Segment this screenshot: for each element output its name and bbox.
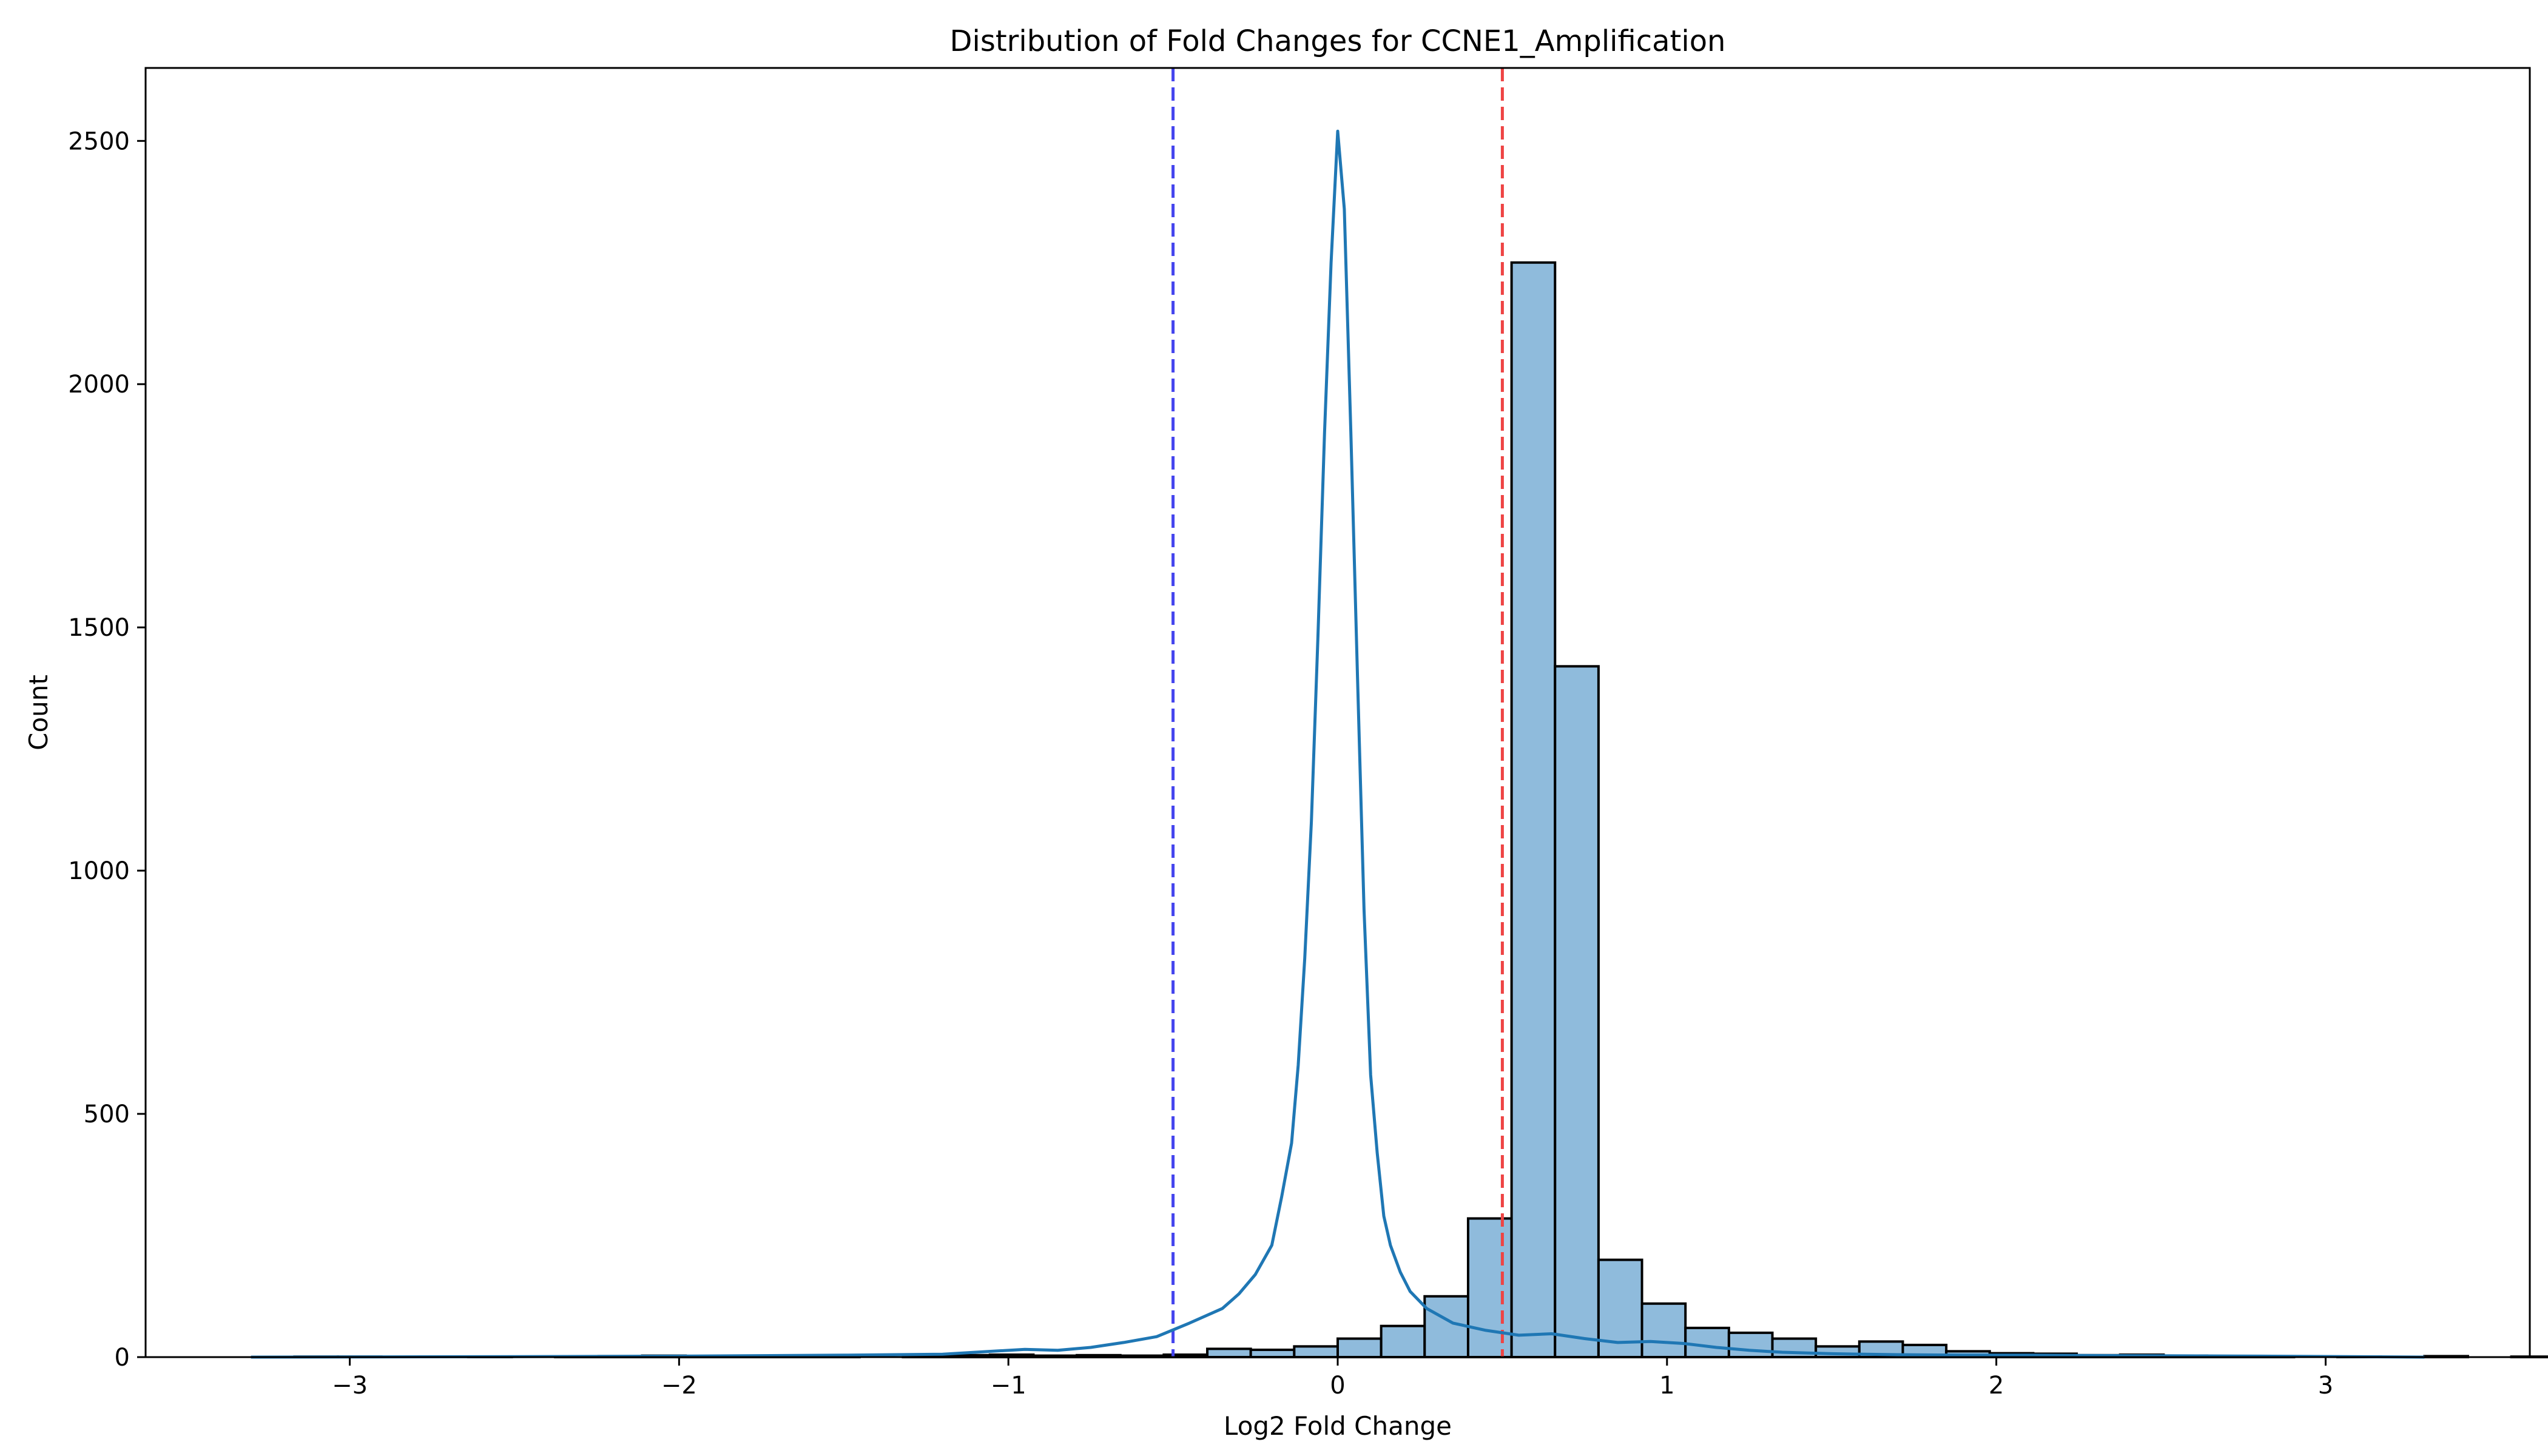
y-tick-label: 1500 bbox=[68, 614, 130, 642]
x-tick-label: 0 bbox=[1330, 1372, 1345, 1400]
histogram-bar bbox=[1249, 1348, 1296, 1358]
histogram-bar bbox=[1293, 1345, 1340, 1358]
histogram-bar bbox=[1684, 1326, 1730, 1358]
y-tick-label: 1000 bbox=[68, 857, 130, 885]
chart-title: Distribution of Fold Changes for CCNE1_A… bbox=[950, 24, 1726, 58]
histogram-bar bbox=[1206, 1347, 1252, 1358]
x-tick-label: 1 bbox=[1659, 1372, 1674, 1400]
kde-curve bbox=[251, 129, 2425, 1359]
y-tick-label: 2500 bbox=[68, 127, 130, 155]
x-tick-label: −2 bbox=[661, 1372, 697, 1400]
threshold-lines bbox=[1171, 68, 1504, 1357]
y-axis-ticks: 0 500 1000 1500 2000 2500 bbox=[68, 127, 146, 1372]
x-axis-label: Log2 Fold Change bbox=[1224, 1411, 1452, 1441]
y-tick-label: 2000 bbox=[68, 371, 130, 399]
x-tick-label: 3 bbox=[2318, 1372, 2333, 1400]
y-tick-label: 500 bbox=[84, 1100, 130, 1128]
histogram-bar bbox=[1336, 1337, 1383, 1359]
y-axis-label: Count bbox=[24, 675, 53, 750]
histogram-bar bbox=[1510, 261, 1557, 1358]
x-tick-label: −1 bbox=[991, 1372, 1026, 1400]
histogram-bar bbox=[1554, 665, 1600, 1358]
histogram-bar bbox=[1380, 1324, 1426, 1358]
histogram-bar bbox=[1640, 1302, 1687, 1359]
y-tick-label: 0 bbox=[115, 1344, 130, 1372]
histogram-bar bbox=[1727, 1331, 1774, 1359]
x-tick-label: 2 bbox=[1989, 1372, 2004, 1400]
histogram-bar bbox=[1466, 1217, 1513, 1359]
x-tick-label: −3 bbox=[332, 1372, 368, 1400]
histogram-bar bbox=[1423, 1295, 1469, 1359]
x-axis-ticks: −3 −2 −1 0 1 2 3 bbox=[332, 1357, 2333, 1400]
